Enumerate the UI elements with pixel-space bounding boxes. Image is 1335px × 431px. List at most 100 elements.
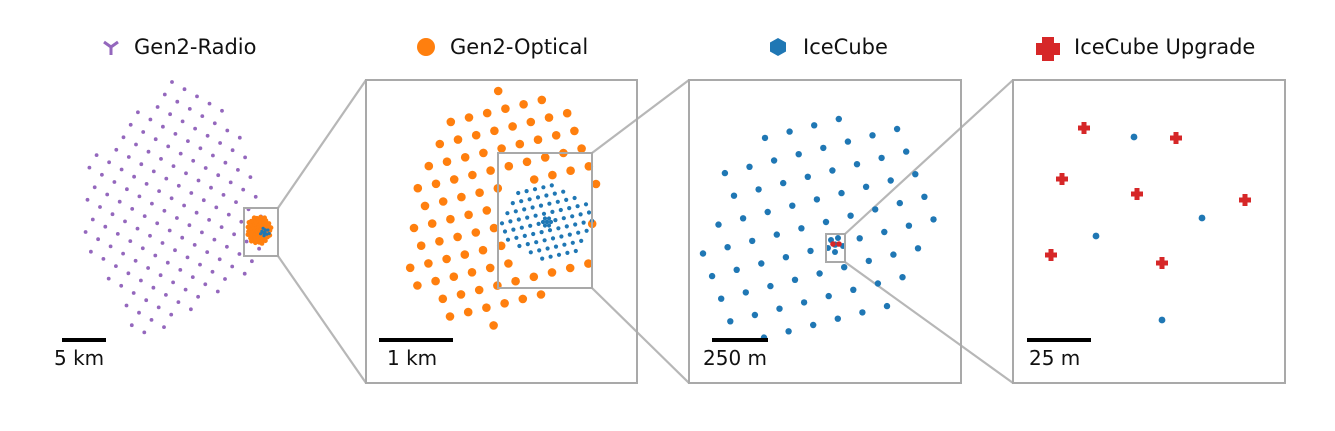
icecube-string xyxy=(542,238,547,243)
icecube-string xyxy=(559,234,564,239)
scalebar-3-label: 250 m xyxy=(703,346,767,370)
icecube-string xyxy=(519,225,524,230)
radio-station xyxy=(173,132,178,136)
icecube-string xyxy=(914,245,922,252)
radio-station xyxy=(110,212,115,217)
inset-box-3 xyxy=(825,233,846,263)
radio-station xyxy=(123,219,127,224)
radio-station xyxy=(155,221,160,226)
optical-string xyxy=(245,224,251,230)
icecube-string xyxy=(527,197,532,202)
radio-station xyxy=(164,176,169,181)
radio-station xyxy=(140,246,145,251)
optical-string xyxy=(253,240,258,246)
icecube-string xyxy=(727,318,734,325)
optical-string xyxy=(463,307,473,317)
radio-station xyxy=(108,244,113,249)
icecube-string xyxy=(835,115,842,123)
legend-radio: Gen2-Radio xyxy=(103,35,256,59)
optical-string xyxy=(471,130,481,140)
icecube-string xyxy=(567,232,572,237)
radio-station xyxy=(98,205,102,209)
radio-station xyxy=(117,199,122,204)
icecube-string xyxy=(535,195,541,200)
radio-station xyxy=(180,119,185,124)
icecube-string xyxy=(578,212,583,217)
icecube-string xyxy=(583,202,589,207)
radio-station xyxy=(187,223,192,228)
icecube-string xyxy=(865,257,872,265)
icecube-string xyxy=(553,244,559,249)
radio-station xyxy=(180,235,185,240)
optical-string xyxy=(489,321,498,330)
icecube-string xyxy=(572,195,577,201)
icecube-string xyxy=(540,256,545,261)
icecube-string xyxy=(502,229,508,234)
optical-string xyxy=(544,113,554,122)
optical-string xyxy=(438,294,448,304)
optical-string xyxy=(424,161,434,171)
radio-station xyxy=(237,252,242,256)
radio-station xyxy=(96,237,100,242)
icecube-string xyxy=(541,211,547,216)
radio-station xyxy=(223,277,227,281)
icecube-string xyxy=(544,219,550,225)
icecube-string xyxy=(751,311,759,319)
icecube-string xyxy=(822,218,830,226)
icecube-string xyxy=(773,231,780,238)
optical-string xyxy=(490,126,499,136)
optical-string xyxy=(416,241,426,250)
scalebar-1-label: 5 km xyxy=(54,346,104,370)
icecube-string xyxy=(869,132,876,139)
radio-station xyxy=(198,146,203,151)
icecube-string xyxy=(862,183,870,190)
optical-string xyxy=(464,113,474,122)
radio-station xyxy=(162,325,166,329)
icecube-string xyxy=(718,295,725,302)
radio-station xyxy=(228,180,233,185)
legend-icecube-label: IceCube xyxy=(803,35,888,59)
radio-station xyxy=(83,230,88,234)
radio-station xyxy=(85,197,90,202)
radio-station xyxy=(215,289,220,294)
icecube-string xyxy=(893,125,901,133)
optical-string xyxy=(424,259,433,268)
icecube-string xyxy=(782,254,790,261)
icecube-string xyxy=(539,230,544,235)
radio-station xyxy=(165,260,170,265)
icecube-string xyxy=(1198,214,1206,222)
optical-string xyxy=(456,290,466,299)
icecube-string xyxy=(755,186,762,193)
radio-station xyxy=(142,330,147,335)
radio-station xyxy=(196,178,201,183)
icecube-string xyxy=(575,204,580,209)
optical-string xyxy=(536,290,546,299)
icecube-string xyxy=(761,134,769,142)
radio-station xyxy=(161,124,165,129)
optical-string xyxy=(511,276,520,286)
optical-string xyxy=(471,228,481,237)
plus-icon xyxy=(1036,37,1060,61)
radio-station xyxy=(151,285,156,290)
radio-station xyxy=(184,171,188,176)
optical-string xyxy=(446,117,456,127)
radio-station xyxy=(239,219,244,224)
icecube-string xyxy=(564,224,569,229)
icecube-string xyxy=(538,203,544,208)
radio-station xyxy=(171,280,176,285)
zoom-connectors xyxy=(277,79,1014,384)
radio-station xyxy=(209,185,213,190)
hexagon-icon xyxy=(770,38,786,56)
radio-station xyxy=(112,180,117,184)
optical-string xyxy=(500,299,509,308)
optical-string xyxy=(258,214,263,220)
panel-3-frame xyxy=(688,79,962,384)
icecube-string xyxy=(742,289,749,296)
icecube-string xyxy=(517,243,522,249)
icecube-string xyxy=(573,222,578,227)
radio-station xyxy=(257,246,261,251)
icecube-string xyxy=(561,216,566,221)
icecube-string xyxy=(930,216,937,223)
legend-optical-label: Gen2-Optical xyxy=(450,35,588,59)
icecube-string xyxy=(530,205,535,210)
